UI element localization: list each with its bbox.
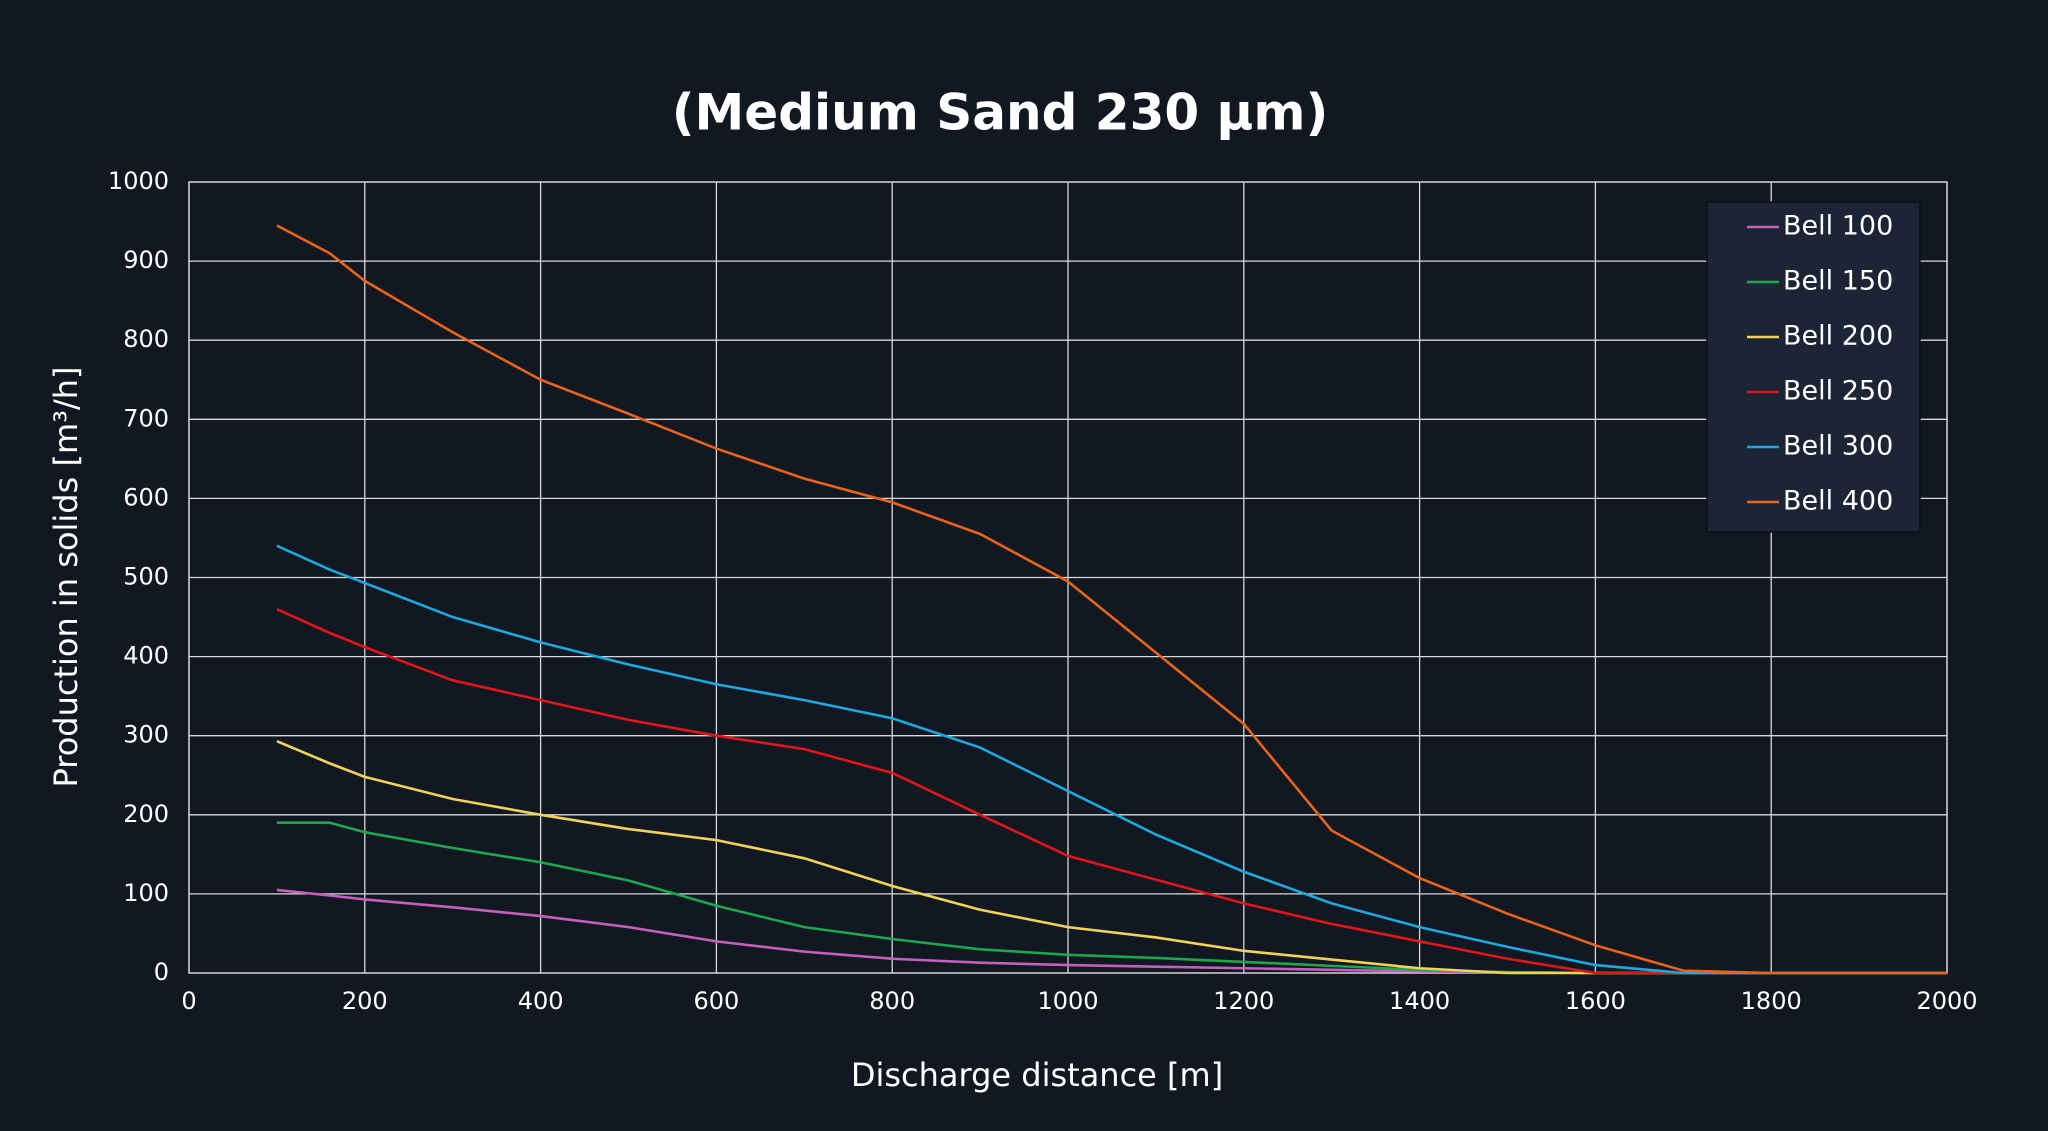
legend-label: Bell 400 [1783,486,1893,517]
y-axis-label: Production in solids [m³/h] [47,367,85,788]
y-tick-label: 200 [123,800,169,828]
y-tick-label: 500 [123,563,169,591]
x-tick-label: 1600 [1565,987,1626,1015]
x-tick-label: 1200 [1213,987,1274,1015]
series-line [276,544,1947,975]
x-tick-label: 400 [518,987,564,1015]
legend-label: Bell 250 [1783,376,1893,407]
y-tick-label: 100 [123,879,169,907]
y-tick-label: 600 [123,483,169,511]
y-tick-label: 700 [123,404,169,432]
x-axis-label: Discharge distance [m] [851,1056,1223,1094]
y-tick-label: 400 [123,642,169,670]
legend-label: Bell 100 [1783,211,1893,242]
x-tick-label: 1800 [1741,987,1802,1015]
series-line [276,224,1947,975]
y-tick-label: 0 [154,958,169,986]
y-tick-label: 800 [123,325,169,353]
x-tick-label: 600 [693,987,739,1015]
chart-title: (Medium Sand 230 µm) [672,84,1329,142]
legend-label: Bell 150 [1783,266,1893,297]
y-tick-label: 900 [123,246,169,274]
x-tick-label: 1400 [1389,987,1450,1015]
x-tick-label: 200 [342,987,388,1015]
x-tick-label: 800 [869,987,915,1015]
x-tick-label: 1000 [1037,987,1098,1015]
y-tick-label: 1000 [108,167,169,195]
x-tick-label: 2000 [1916,987,1977,1015]
y-tick-label: 300 [123,721,169,749]
legend-box [1706,201,1921,533]
legend-label: Bell 300 [1783,431,1893,462]
series-line [276,607,1947,975]
legend-label: Bell 200 [1783,321,1893,352]
x-tick-label: 0 [181,987,196,1015]
